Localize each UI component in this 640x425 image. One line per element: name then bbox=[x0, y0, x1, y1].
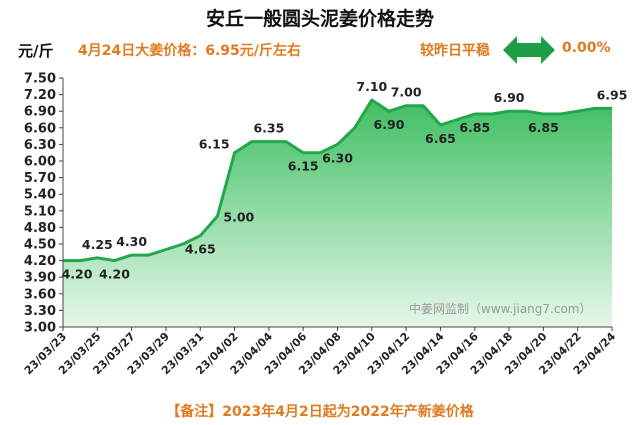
data-label: 6.35 bbox=[253, 121, 284, 136]
y-tick-label: 6.90 bbox=[24, 105, 56, 120]
data-label: 6.85 bbox=[459, 120, 490, 135]
data-label: 6.95 bbox=[597, 87, 628, 102]
data-label: 7.10 bbox=[356, 79, 387, 94]
data-label: 4.20 bbox=[62, 267, 93, 282]
compare-value: 0.00% bbox=[562, 40, 611, 56]
series-line bbox=[63, 98, 612, 263]
y-tick-label: 3.30 bbox=[24, 304, 56, 319]
data-label: 6.30 bbox=[322, 150, 353, 165]
y-tick-label: 5.70 bbox=[24, 171, 56, 186]
series-area bbox=[63, 100, 612, 327]
y-tick-label: 5.10 bbox=[24, 204, 56, 219]
y-tick-label: 4.50 bbox=[24, 238, 56, 253]
y-tick-label: 7.50 bbox=[24, 72, 56, 87]
y-tick-label: 3.90 bbox=[24, 271, 56, 286]
data-label: 4.20 bbox=[99, 267, 130, 282]
price-note: 4月24日大姜价格：6.95元/斤左右 bbox=[78, 43, 301, 59]
data-label: 5.00 bbox=[223, 209, 254, 224]
chart-title: 安丘一般圆头泥姜价格走势 bbox=[205, 8, 434, 30]
data-label: 4.65 bbox=[185, 242, 216, 257]
data-label: 7.00 bbox=[391, 85, 422, 100]
y-tick-label: 7.20 bbox=[24, 88, 56, 103]
data-label: 6.15 bbox=[288, 159, 319, 174]
double-arrow-icon bbox=[503, 36, 555, 64]
compare-label: 较昨日平稳 bbox=[420, 43, 490, 59]
data-label: 6.15 bbox=[199, 137, 230, 152]
y-tick-label: 3.00 bbox=[24, 321, 56, 336]
y-tick-label: 6.00 bbox=[24, 155, 56, 170]
data-label: 6.90 bbox=[374, 117, 405, 132]
watermark: 中姜网监制（www.jiang7.com） bbox=[409, 301, 591, 316]
y-tick-label: 4.20 bbox=[24, 254, 56, 269]
footnote: 【备注】2023年4月2日起为2022年产新姜价格 bbox=[166, 404, 474, 420]
data-label: 6.65 bbox=[425, 131, 456, 146]
data-label: 4.25 bbox=[82, 237, 113, 252]
y-tick-label: 6.30 bbox=[24, 138, 56, 153]
y-tick-label: 5.40 bbox=[24, 188, 56, 203]
y-tick-label: 3.60 bbox=[24, 287, 56, 302]
data-label: 4.30 bbox=[116, 234, 147, 249]
y-axis-unit: 元/斤 bbox=[18, 42, 54, 60]
data-label: 6.85 bbox=[528, 120, 559, 135]
y-tick-label: 4.80 bbox=[24, 221, 56, 236]
data-label: 6.90 bbox=[494, 90, 525, 105]
y-tick-label: 6.60 bbox=[24, 121, 56, 136]
